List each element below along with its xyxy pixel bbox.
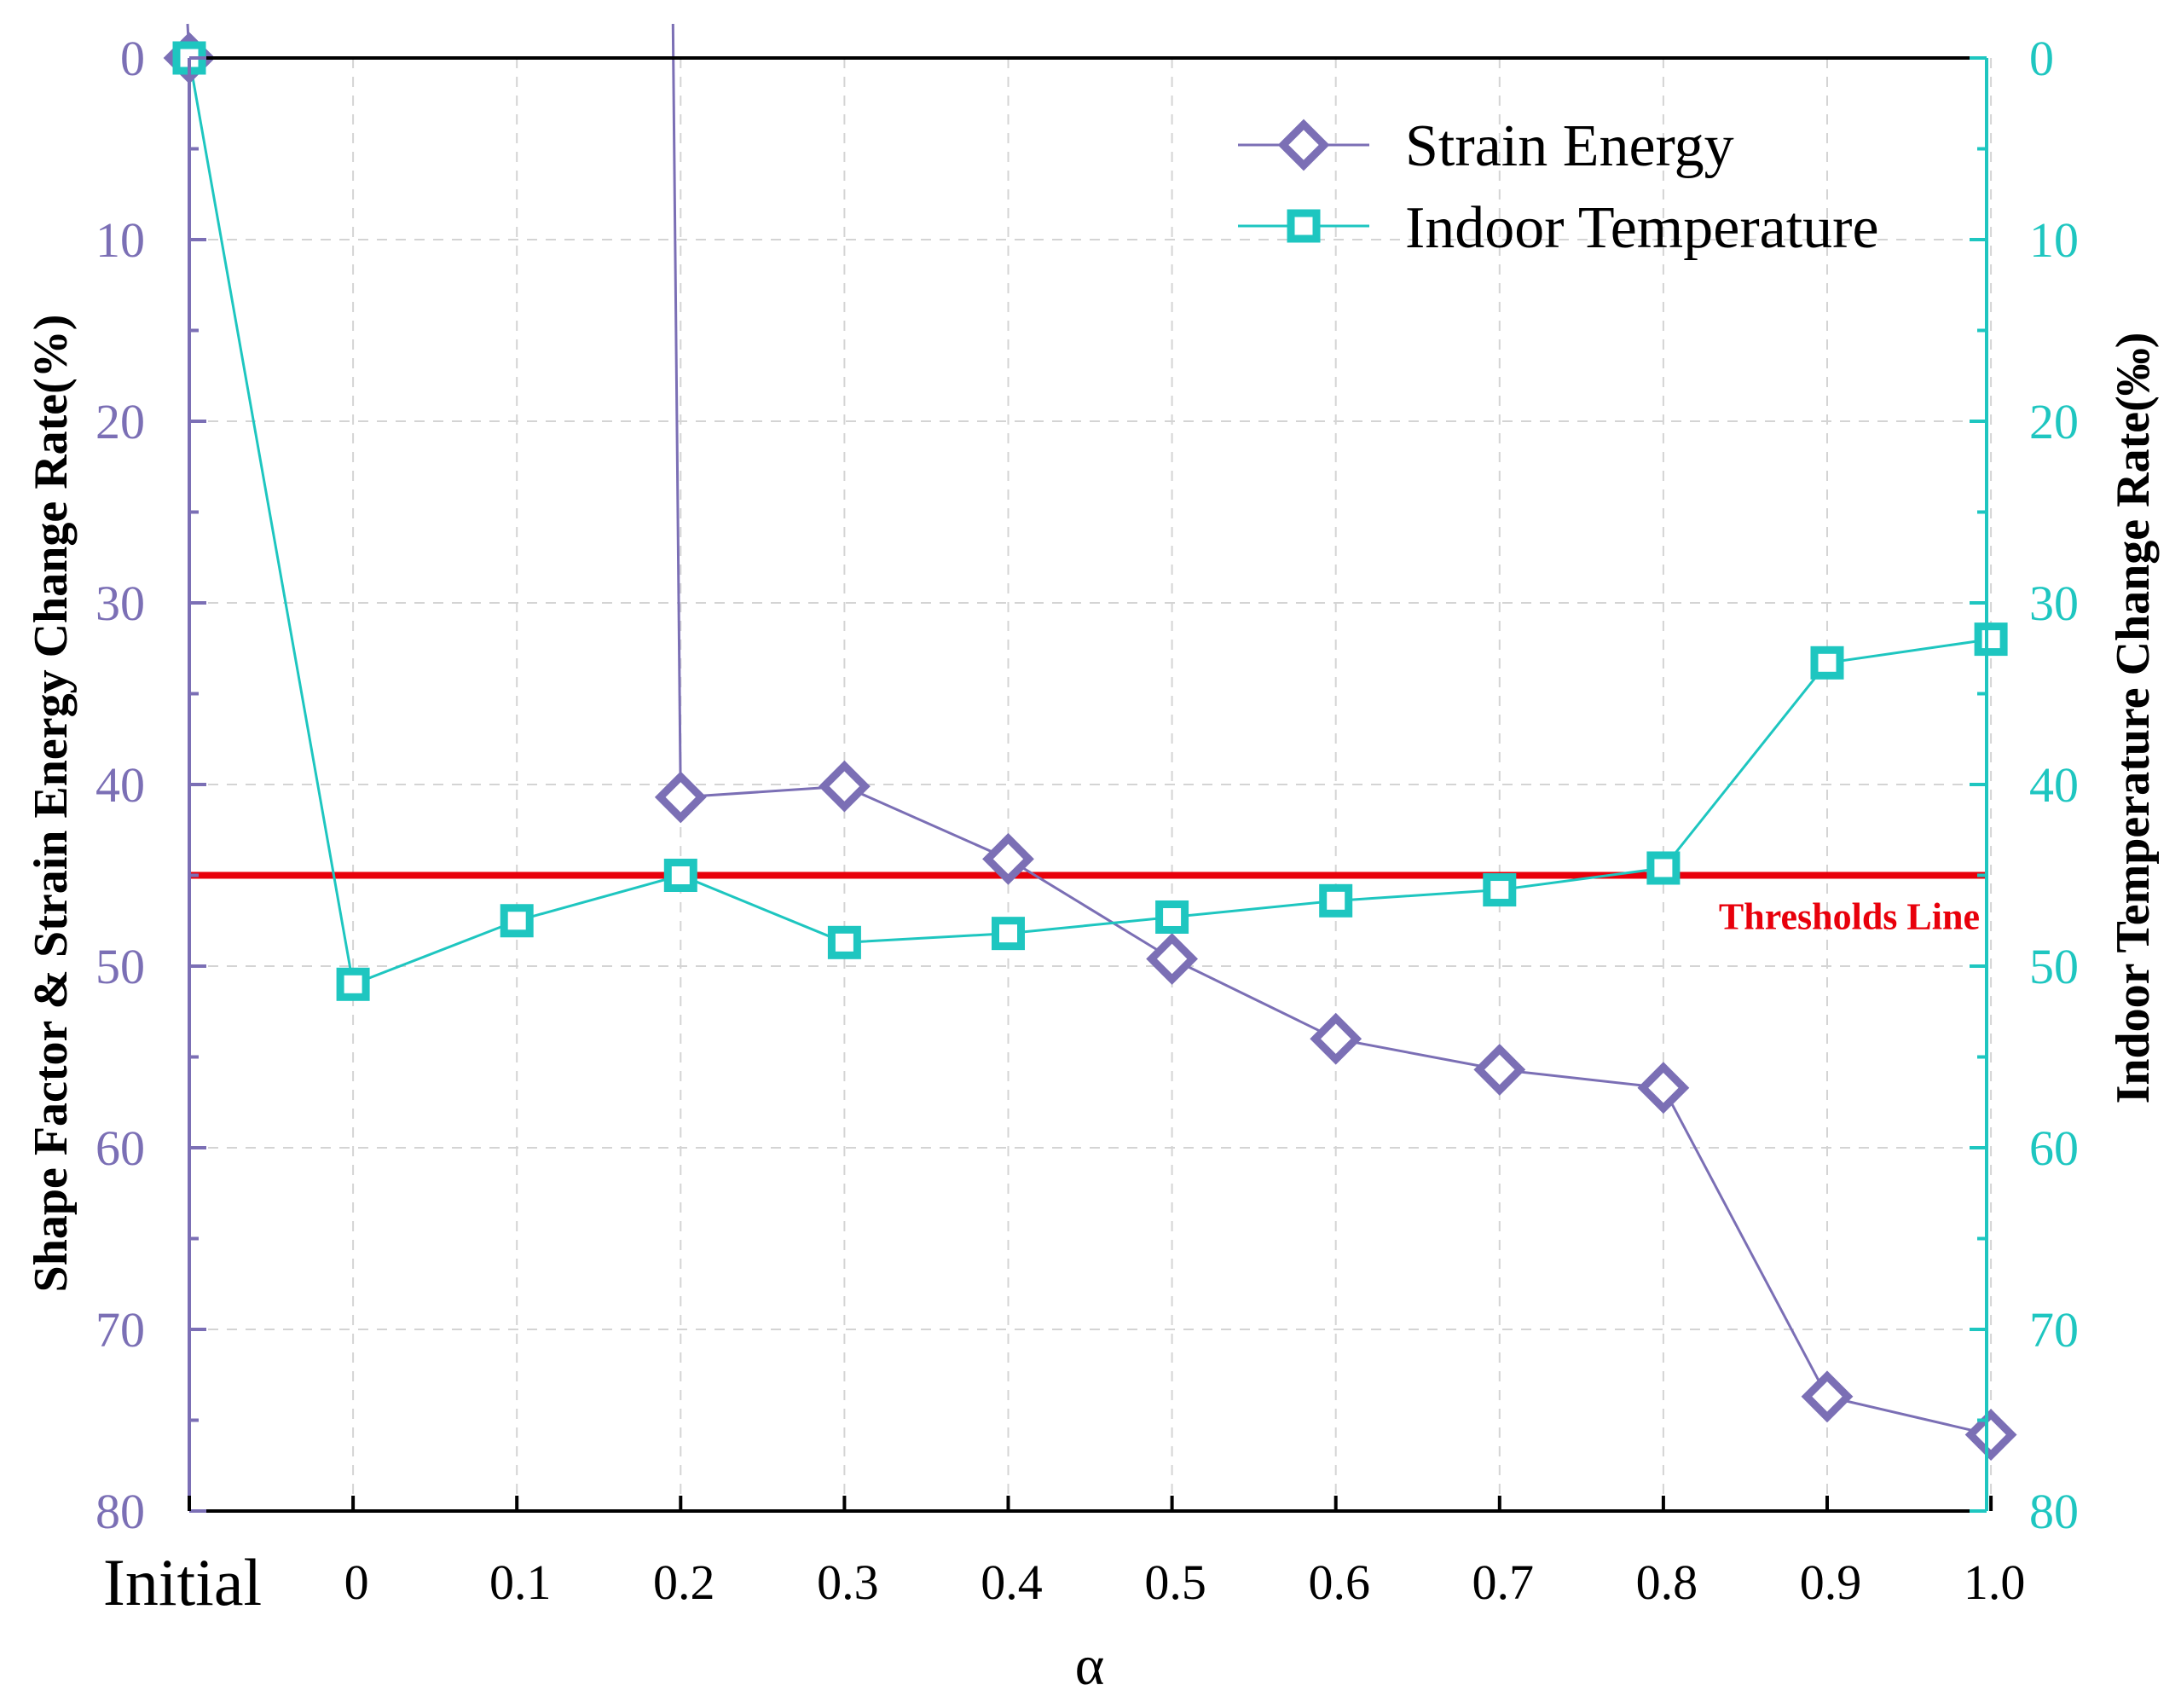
right-tick-label: 50 bbox=[2029, 939, 2079, 994]
x-tick-label: 0.6 bbox=[1308, 1555, 1370, 1610]
left-tick-label: 40 bbox=[95, 757, 145, 813]
x-tick-label: 0.9 bbox=[1800, 1555, 1862, 1610]
gridlines bbox=[189, 58, 1993, 1511]
left-axis-title: Shape Factor & Strain Energy Change Rate… bbox=[25, 315, 78, 1293]
x-tick-label: 0.8 bbox=[1636, 1555, 1698, 1610]
strain-energy-point bbox=[1473, 1044, 1526, 1096]
x-tick-label: 0 bbox=[344, 1555, 369, 1610]
threshold-label: Thresholds Line bbox=[1719, 896, 1980, 938]
indoor-temperature-point bbox=[336, 967, 370, 1001]
legend-label-indoor-temperature: Indoor Temperature bbox=[1405, 195, 1879, 261]
indoor-temperature-point bbox=[1155, 900, 1189, 934]
strain-energy-point bbox=[1310, 1012, 1362, 1065]
indoor-temperature-point bbox=[500, 904, 534, 938]
left-tick-label: 70 bbox=[95, 1302, 145, 1358]
x-tick-label: 0.3 bbox=[817, 1555, 879, 1610]
series-markers bbox=[163, 32, 2017, 1461]
legend-item-strain-energy: Strain Energy bbox=[1238, 113, 1734, 179]
x-tick-label: 0.2 bbox=[653, 1555, 715, 1610]
right-tick-label: 20 bbox=[2029, 394, 2079, 449]
indoor-temperature-point bbox=[1810, 646, 1844, 680]
left-tick-label: 20 bbox=[95, 394, 145, 449]
x-tick-label: 0.5 bbox=[1144, 1555, 1206, 1610]
x-tick-label: 0.7 bbox=[1472, 1555, 1535, 1610]
axes bbox=[188, 56, 1993, 1513]
x-tick-label: 0.4 bbox=[981, 1555, 1043, 1610]
indoor-temperature-point bbox=[992, 917, 1025, 951]
right-tick-label: 30 bbox=[2029, 576, 2079, 631]
left-tick-label: 80 bbox=[95, 1484, 145, 1539]
strain-energy-spike bbox=[671, 23, 682, 797]
indoor-temperature-point bbox=[1974, 622, 2008, 657]
right-tick-label: 40 bbox=[2029, 757, 2079, 813]
indoor-temperature-point bbox=[1646, 851, 1681, 885]
strain-energy-point bbox=[1146, 933, 1199, 985]
right-tick-label: 60 bbox=[2029, 1120, 2079, 1176]
indoor-temperature-point bbox=[1483, 873, 1517, 907]
left-tick-label: 0 bbox=[120, 31, 145, 86]
legend-marker-diamond bbox=[1277, 119, 1330, 171]
right-axis-title: Indoor Temperature Change Rate(‰) bbox=[2107, 333, 2160, 1104]
legend: Strain Energy Indoor Temperature bbox=[1238, 113, 1879, 261]
indoor-temperature-point bbox=[827, 925, 861, 959]
left-tick-label: 50 bbox=[95, 939, 145, 994]
strain-energy-point bbox=[654, 771, 707, 824]
indoor-temperature-point bbox=[1319, 883, 1353, 918]
strain-energy-point bbox=[818, 760, 871, 813]
legend-item-indoor-temperature: Indoor Temperature bbox=[1238, 195, 1879, 261]
right-tick-label: 10 bbox=[2029, 212, 2079, 268]
x-tick-label: 0.1 bbox=[489, 1555, 552, 1610]
right-tick-label: 80 bbox=[2029, 1484, 2079, 1539]
x-axis-title: α bbox=[1075, 1635, 1105, 1697]
legend-marker-square bbox=[1287, 209, 1321, 243]
right-tick-label: 70 bbox=[2029, 1302, 2079, 1358]
indoor-temperature-line bbox=[188, 57, 1992, 987]
tick-labels: 0 10 20 30 40 50 60 70 80 0 10 20 30 40 50 60 70 80 Initia… bbox=[95, 31, 2079, 1619]
left-tick-label: 60 bbox=[95, 1120, 145, 1176]
axis-titles: Shape Factor & Strain Energy Change Rate… bbox=[25, 315, 2160, 1697]
x-tick-label: Initial bbox=[103, 1545, 262, 1619]
x-tick-label: 1.0 bbox=[1964, 1555, 2026, 1610]
indoor-temperature-point bbox=[663, 859, 697, 892]
strain-energy-point bbox=[1801, 1370, 1854, 1423]
right-tick-label: 0 bbox=[2029, 31, 2054, 86]
left-tick-label: 10 bbox=[95, 212, 145, 268]
strain-energy-point bbox=[1637, 1062, 1690, 1115]
strain-energy-point bbox=[982, 832, 1034, 885]
strain-energy-point bbox=[1964, 1409, 2017, 1461]
left-tick-label: 30 bbox=[95, 576, 145, 631]
legend-label-strain-energy: Strain Energy bbox=[1405, 113, 1734, 179]
